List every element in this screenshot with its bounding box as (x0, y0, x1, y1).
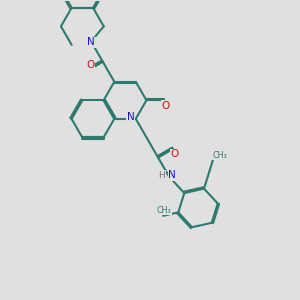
Text: O: O (86, 60, 94, 70)
Text: N: N (127, 112, 134, 122)
Text: N: N (168, 170, 176, 180)
Text: O: O (161, 100, 169, 111)
Text: N: N (87, 37, 95, 47)
Text: CH₃: CH₃ (213, 151, 227, 160)
Text: O: O (170, 149, 178, 159)
Text: H: H (158, 171, 165, 180)
Text: CH₃: CH₃ (157, 206, 172, 215)
